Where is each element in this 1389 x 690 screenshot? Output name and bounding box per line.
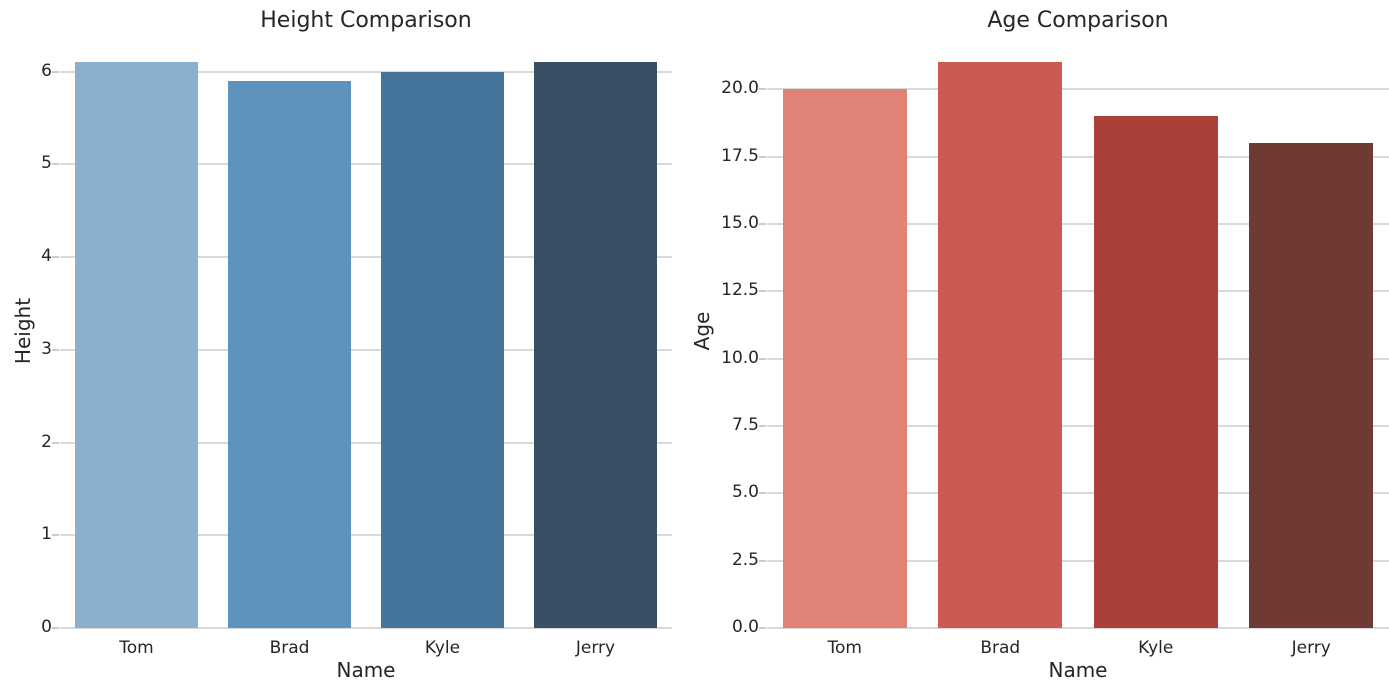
- height-comparison-chart: Height Comparison Height 0 1 2 3 4 5 6 Tom Brad K…: [0, 0, 694, 690]
- gridline: [767, 155, 1389, 158]
- y-tick-label: 17.5: [721, 145, 759, 166]
- gridline: [60, 256, 672, 259]
- gridline: [767, 357, 1389, 360]
- x-tick-label: Brad: [980, 638, 1021, 658]
- y-tick-mark: [52, 256, 59, 259]
- gridline: [767, 627, 1389, 629]
- chart-title: Age Comparison: [987, 8, 1169, 33]
- gridline: [767, 290, 1389, 293]
- y-axis-label: Age: [690, 311, 714, 351]
- age-comparison-chart: Age Comparison Age 0.0 2.5 5.0 7.5 10.0 12.5 1…: [690, 0, 1389, 690]
- bar-kyle: [381, 71, 504, 628]
- y-tick-mark: [759, 290, 766, 293]
- x-axis-label: Name: [1048, 658, 1108, 682]
- y-tick-mark: [52, 534, 59, 537]
- y-tick-label: 12.5: [721, 280, 759, 301]
- x-axis-label: Name: [336, 658, 396, 682]
- gridline: [60, 441, 672, 444]
- y-tick-mark: [759, 627, 766, 629]
- bar-kyle: [1093, 116, 1218, 628]
- gridline: [767, 492, 1389, 495]
- plot-area: 0 1 2 3 4 5 6 Tom Brad Kyle Jerry: [41, 34, 672, 658]
- y-tick-label: 0.0: [731, 617, 759, 637]
- y-tick-label: 1: [41, 524, 52, 545]
- x-tick-label: Tom: [827, 638, 862, 658]
- bar-jerry: [1249, 143, 1374, 628]
- x-tick-label: Kyle: [424, 638, 461, 658]
- chart-title: Height Comparison: [260, 8, 472, 33]
- y-tick-label: 5.0: [731, 482, 759, 503]
- y-tick-mark: [52, 163, 59, 166]
- bar-tom: [782, 89, 907, 628]
- y-tick-mark: [759, 559, 766, 562]
- y-tick-label: 4: [41, 246, 52, 267]
- gridline: [60, 534, 672, 537]
- x-tick-label: Jerry: [575, 638, 616, 658]
- gridline: [767, 424, 1389, 427]
- y-tick-mark: [759, 424, 766, 427]
- y-tick-mark: [52, 627, 59, 629]
- y-tick-mark: [759, 155, 766, 158]
- y-tick-label: 10.0: [721, 347, 759, 368]
- y-tick-mark: [52, 348, 59, 351]
- x-tick-label: Jerry: [1291, 638, 1331, 658]
- gridline: [60, 163, 672, 166]
- y-tick-label: 2.5: [731, 549, 759, 570]
- y-tick-label: 5: [41, 153, 52, 174]
- y-tick-mark: [759, 492, 766, 495]
- bar-brad: [228, 80, 351, 628]
- y-tick-label: 3: [41, 338, 52, 359]
- gridline: [767, 222, 1389, 225]
- y-tick-label: 6: [41, 60, 52, 81]
- y-tick-mark: [759, 88, 766, 91]
- y-tick-label: 0: [41, 617, 52, 637]
- gridline: [767, 88, 1389, 91]
- y-tick-mark: [759, 357, 766, 360]
- plot-area: 0.0 2.5 5.0 7.5 10.0 12.5 15.0 17.5 20.0 Tom Brad K…: [721, 34, 1389, 658]
- bar-tom: [75, 62, 198, 628]
- y-tick-mark: [52, 70, 59, 73]
- x-tick-label: Brad: [269, 638, 310, 658]
- x-tick-label: Tom: [119, 638, 154, 658]
- y-tick-label: 20.0: [721, 78, 759, 99]
- gridline: [60, 348, 672, 351]
- y-tick-mark: [759, 222, 766, 225]
- bar-jerry: [534, 62, 657, 628]
- y-tick-label: 15.0: [721, 212, 759, 233]
- gridline: [60, 627, 672, 629]
- y-tick-label: 2: [41, 431, 52, 452]
- gridline: [60, 70, 672, 73]
- bar-brad: [938, 62, 1063, 628]
- y-tick-mark: [52, 441, 59, 444]
- y-tick-label: 7.5: [731, 414, 759, 435]
- gridline: [767, 559, 1389, 562]
- x-tick-label: Kyle: [1138, 638, 1174, 658]
